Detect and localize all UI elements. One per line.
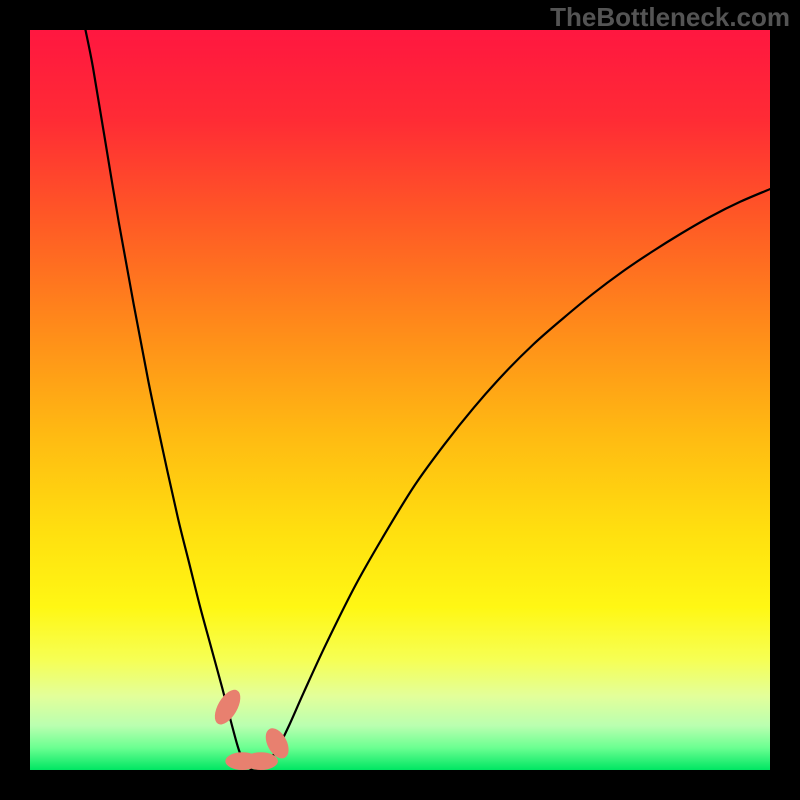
watermark-text: TheBottleneck.com <box>550 2 790 33</box>
marker-capsule <box>244 752 278 770</box>
chart-plot <box>30 30 770 770</box>
gradient-background <box>30 30 770 770</box>
chart-svg <box>30 30 770 770</box>
